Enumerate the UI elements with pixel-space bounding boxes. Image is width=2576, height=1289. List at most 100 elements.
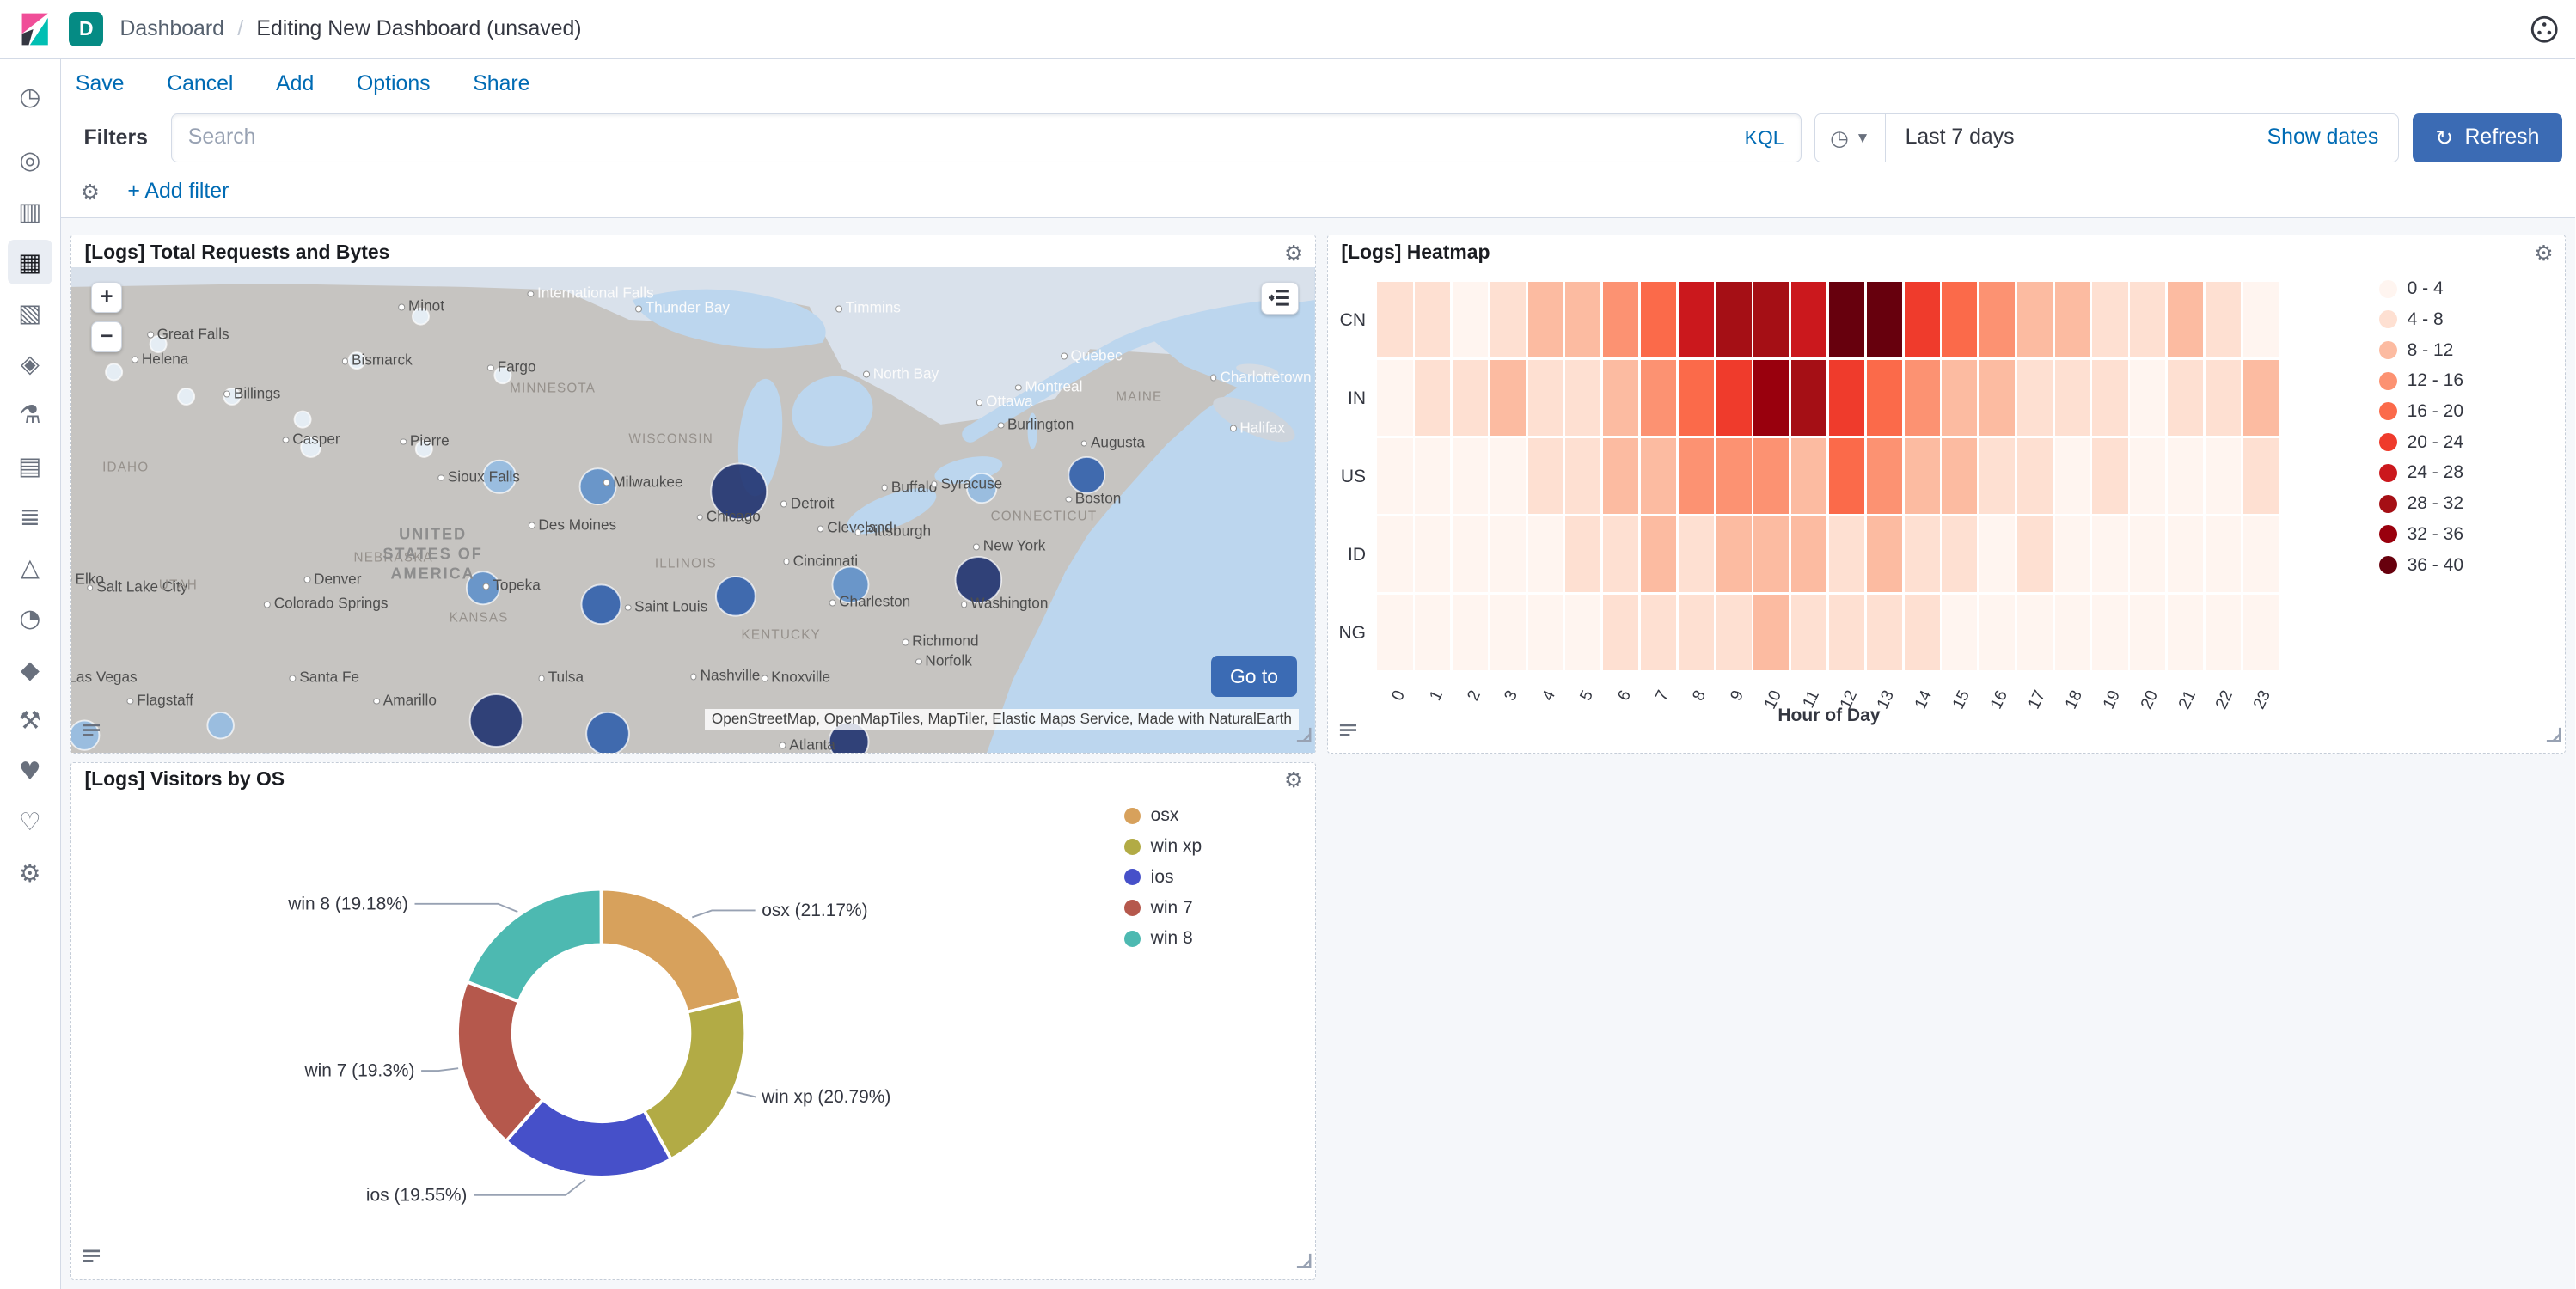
heatmap-cell[interactable] [2243,281,2279,357]
add-filter-link[interactable]: + Add filter [127,180,229,204]
heatmap-cell[interactable] [2205,594,2241,670]
panel-gear-icon[interactable]: ⚙ [1284,767,1304,793]
map-bubble[interactable] [585,711,630,754]
heatmap-cell[interactable] [1415,594,1451,670]
map-bubble[interactable] [954,555,1003,603]
heatmap-cell[interactable] [1678,437,1714,514]
legend-item[interactable]: 16 - 20 [2379,396,2463,427]
heatmap-cell[interactable] [1415,437,1451,514]
heatmap-cell[interactable] [2205,516,2241,592]
space-badge[interactable]: D [69,11,104,46]
legend-item[interactable]: win 7 [1124,893,1202,924]
nav-discover-icon[interactable]: ◎ [19,145,41,175]
heatmap-cell[interactable] [1640,516,1677,592]
map-bubble[interactable] [578,467,617,505]
heatmap-cell[interactable] [2054,594,2090,670]
heatmap-cell[interactable] [1979,437,2016,514]
heatmap-cell[interactable] [1753,437,1790,514]
heatmap-cell[interactable] [1603,594,1639,670]
legend-item[interactable]: 28 - 32 [2379,488,2463,519]
heatmap-cell[interactable] [2016,437,2053,514]
heatmap-cell[interactable] [2243,516,2279,592]
heatmap-cell[interactable] [1565,359,1601,436]
heatmap-cell[interactable] [1828,359,1865,436]
heatmap-cell[interactable] [1415,359,1451,436]
heatmap-cell[interactable] [1866,437,1902,514]
kibana-logo-icon[interactable] [16,11,52,47]
menu-add[interactable]: Add [276,72,315,96]
menu-save[interactable]: Save [75,72,125,96]
heatmap-cell[interactable] [2016,359,2053,436]
heatmap-cell[interactable] [2092,437,2128,514]
heatmap-cell[interactable] [1603,437,1639,514]
heatmap-cell[interactable] [2092,516,2128,592]
heatmap-cell[interactable] [2092,359,2128,436]
nav-metrics-icon[interactable]: ▤ [18,450,42,480]
resize-handle[interactable] [1295,719,1312,749]
nav-stack-monitoring-icon[interactable]: ♥ [18,756,41,786]
heatmap-cell[interactable] [1942,516,1978,592]
heatmap-cell[interactable] [1640,281,1677,357]
heatmap-cell[interactable] [1904,437,1940,514]
panel-gear-icon[interactable]: ⚙ [2534,240,2554,266]
heatmap-cell[interactable] [1527,516,1563,592]
heatmap-cell[interactable] [2168,594,2204,670]
heatmap-cell[interactable] [1942,437,1978,514]
panel-title-bar[interactable]: [Logs] Visitors by OS [71,763,1315,794]
nav-siem-icon[interactable]: ◆ [20,654,40,684]
heatmap-cell[interactable] [1753,516,1790,592]
map-bubble[interactable] [206,711,236,739]
donut-slice-win-xp[interactable] [641,996,748,1162]
heatmap-cell[interactable] [1490,281,1526,357]
heatmap-cell[interactable] [1979,516,2016,592]
map-bubble[interactable] [1068,455,1106,494]
heatmap-cell[interactable] [1716,516,1752,592]
map-bubble[interactable] [300,436,322,458]
heatmap-cell[interactable] [2205,281,2241,357]
heatmap-cell[interactable] [1678,281,1714,357]
heatmap-cell[interactable] [2092,594,2128,670]
heatmap-cell[interactable] [1452,359,1489,436]
heatmap-cell[interactable] [2054,281,2090,357]
menu-cancel[interactable]: Cancel [167,72,234,96]
heatmap-cell[interactable] [1753,281,1790,357]
heatmap-cell[interactable] [2168,516,2204,592]
search-input[interactable] [187,125,1732,150]
heatmap-cell[interactable] [1979,281,2016,357]
map-bubble[interactable] [149,334,168,353]
legend-item[interactable]: 20 - 24 [2379,427,2463,458]
resize-handle[interactable] [1295,1245,1312,1275]
map-bubble[interactable] [105,362,124,381]
heatmap-cell[interactable] [1942,281,1978,357]
filter-options-gear-icon[interactable]: ⚙ [80,179,100,205]
heatmap-cell[interactable] [1678,594,1714,670]
heatmap-cell[interactable] [1753,594,1790,670]
heatmap-cell[interactable] [1603,359,1639,436]
heatmap-cell[interactable] [1716,594,1752,670]
donut-slice-win-8[interactable] [464,887,603,1004]
heatmap-cell[interactable] [2016,594,2053,670]
heatmap-cell[interactable] [1904,516,1940,592]
heatmap-cell[interactable] [1377,437,1413,514]
map-bubble[interactable] [580,583,622,625]
heatmap-cell[interactable] [1490,437,1526,514]
heatmap-cell[interactable] [2130,516,2166,592]
legend-item[interactable]: 0 - 4 [2379,273,2463,304]
legend-item[interactable]: 36 - 40 [2379,550,2463,581]
heatmap-cell[interactable] [2243,437,2279,514]
z oom-out-button[interactable]: − [91,321,123,352]
nav-maps-icon[interactable]: ◈ [20,349,40,379]
panel-options-icon[interactable] [82,1243,101,1274]
heatmap-cell[interactable] [1866,281,1902,357]
map-bubble[interactable] [966,472,998,504]
heatmap-cell[interactable] [1527,594,1563,670]
menu-share[interactable]: Share [473,72,530,96]
heatmap-cell[interactable] [1791,516,1827,592]
heatmap-cell[interactable] [1866,516,1902,592]
nav-canvas-icon[interactable]: ▧ [18,297,42,327]
heatmap-cell[interactable] [1828,281,1865,357]
heatmap-cell[interactable] [1527,281,1563,357]
heatmap-cell[interactable] [1716,281,1752,357]
map-bubble[interactable] [223,387,242,406]
heatmap-cell[interactable] [1490,359,1526,436]
